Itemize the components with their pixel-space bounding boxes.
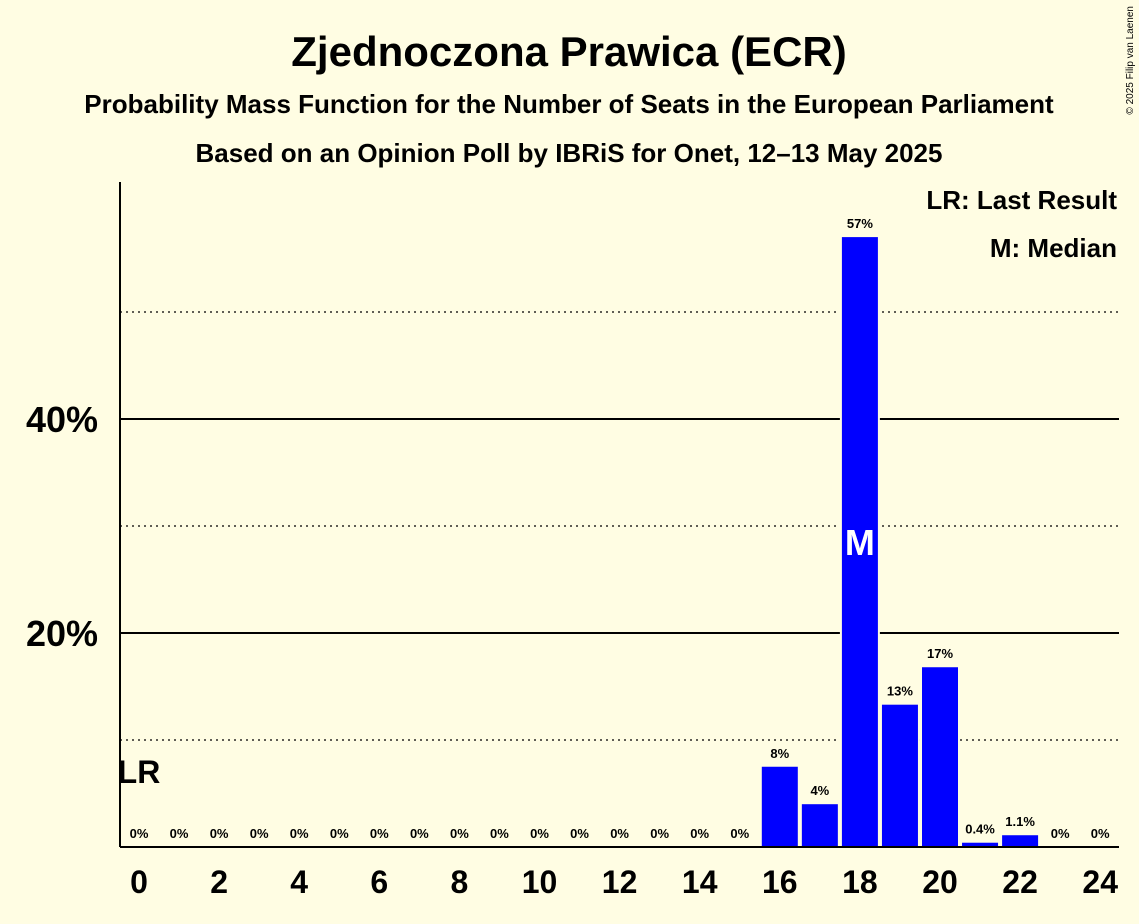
bar — [962, 842, 999, 847]
legend-layer: LR: Last Result M: Median — [926, 185, 1117, 263]
axis-layer: 20%40%0 2 4 6 8 10 12 14 16 18 20 22 24 — [26, 182, 1119, 900]
bar-value-label: 0% — [410, 826, 429, 841]
x-tick-label: 2 — [210, 864, 228, 900]
bar-value-label: 0% — [370, 826, 389, 841]
legend-last-result: LR: Last Result — [926, 185, 1117, 215]
grid-layer — [120, 311, 1119, 741]
bar — [761, 766, 798, 847]
x-tick-label: 6 — [370, 864, 388, 900]
bar-value-label: 0% — [290, 826, 309, 841]
bar-value-label: 57% — [847, 216, 873, 231]
bar-value-label: 0% — [130, 826, 149, 841]
chart-title: Zjednoczona Prawica (ECR) — [291, 28, 846, 75]
bar-value-label: 0% — [210, 826, 229, 841]
x-tick-label: 16 — [762, 864, 798, 900]
y-tick-label: 40% — [26, 399, 98, 440]
chart-subtitle: Probability Mass Function for the Number… — [84, 89, 1054, 119]
x-tick-label: 10 — [522, 864, 558, 900]
last-result-marker: LR — [118, 754, 161, 790]
bar-value-label: 1.1% — [1005, 814, 1035, 829]
bar-value-label: 8% — [770, 746, 789, 761]
bar-value-label: 0% — [690, 826, 709, 841]
x-tick-label: 22 — [1002, 864, 1038, 900]
x-tick-label: 20 — [922, 864, 958, 900]
bar-value-label: 0% — [530, 826, 549, 841]
bar-value-label: 0.4% — [965, 822, 995, 837]
bar-value-label: 0% — [490, 826, 509, 841]
chart-subtitle-poll: Based on an Opinion Poll by IBRiS for On… — [196, 138, 943, 168]
bar-value-label: 0% — [1051, 826, 1070, 841]
y-tick-label: 20% — [26, 613, 98, 654]
bar-layer — [759, 237, 1041, 848]
bar-value-label: 17% — [927, 646, 953, 661]
bar — [881, 704, 918, 847]
bar-value-label: 0% — [650, 826, 669, 841]
bar-value-label: 0% — [1091, 826, 1110, 841]
x-tick-label: 12 — [602, 864, 638, 900]
x-tick-label: 18 — [842, 864, 878, 900]
bar — [801, 804, 838, 847]
x-tick-label: 0 — [130, 864, 148, 900]
bar — [922, 667, 958, 847]
bar — [841, 237, 878, 848]
bar-value-label: 0% — [170, 826, 189, 841]
legend-median: M: Median — [990, 233, 1117, 263]
bar-value-label: 13% — [887, 684, 913, 699]
bar-value-label: 0% — [570, 826, 589, 841]
x-tick-label: 24 — [1082, 864, 1118, 900]
bar-value-label: 0% — [730, 826, 749, 841]
x-tick-label: 8 — [451, 864, 469, 900]
median-marker: M — [845, 522, 875, 563]
bar — [1002, 835, 1039, 847]
x-tick-label: 4 — [290, 864, 308, 900]
bar-value-label: 0% — [450, 826, 469, 841]
bar-value-label: 0% — [610, 826, 629, 841]
x-tick-label: 14 — [682, 864, 718, 900]
bar-value-label: 0% — [330, 826, 349, 841]
bar-value-label: 0% — [250, 826, 269, 841]
bar-value-label: 4% — [810, 783, 829, 798]
label-layer: 0% 0% 0% 0% 0% 0% 0% 0% 0% 0% 0% 0% 0% 0% 0% 0% 8% 4% 57% 1… — [118, 216, 1110, 841]
copyright-notice: © 2025 Filip van Laenen — [1125, 6, 1136, 115]
